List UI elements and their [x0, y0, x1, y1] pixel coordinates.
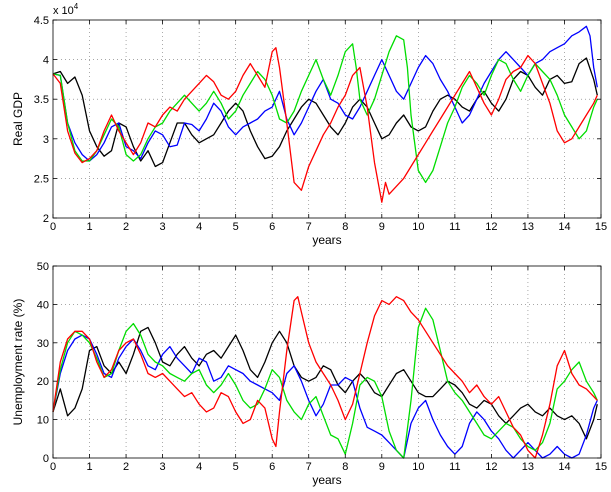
- gdp-series-line: [52, 57, 598, 168]
- gdp-xtick-label: 13: [522, 221, 534, 233]
- unemployment-xtick-label: 11: [449, 461, 460, 473]
- gdp-ytick-label: 3.5: [34, 94, 49, 106]
- gdp-ytick-label: 4: [43, 55, 49, 67]
- gdp-ytick-label: 3: [43, 134, 49, 146]
- unemployment-ytick-label: 20: [37, 376, 49, 388]
- unemployment-ylabel: Unemployment rate (%): [11, 299, 25, 426]
- unemployment-xtick-label: 6: [269, 461, 275, 473]
- unemployment-xtick-label: 5: [233, 461, 239, 473]
- gdp-xlabel: years: [312, 233, 341, 247]
- unemployment-xtick-label: 4: [196, 461, 202, 473]
- gdp-xtick-label: 12: [485, 221, 497, 233]
- unemployment-series-line: [52, 296, 598, 459]
- unemployment-xlabel: years: [312, 473, 341, 487]
- gdp-xtick-label: 7: [306, 221, 312, 233]
- unemployment-ytick-label: 40: [37, 299, 49, 311]
- gdp-xtick-label: 5: [233, 221, 239, 233]
- unemployment-plot-frame: [52, 265, 602, 459]
- gdp-xtick-label: 8: [342, 221, 348, 233]
- unemployment-xtick-label: 7: [306, 461, 312, 473]
- unemployment-ytick-label: 30: [37, 338, 49, 350]
- gdp-xtick-label: 3: [160, 221, 166, 233]
- unemployment-ytick-label: 50: [37, 261, 49, 273]
- gdp-series-line: [52, 35, 598, 184]
- gdp-xtick-label: 11: [449, 221, 460, 233]
- gdp-panel: 0 1 2 3 4 5 6 7 8 9 10 11 12 13 14 1522.533.544.5yearsR…: [11, 15, 607, 247]
- gdp-xtick-label: 10: [412, 221, 424, 233]
- unemployment-xtick-label: 2: [123, 461, 129, 473]
- gdp-xtick-label: 2: [123, 221, 129, 233]
- unemployment-ytick-label: 10: [37, 415, 49, 427]
- gdp-xtick-label: 6: [269, 221, 275, 233]
- gdp-xtick-label: 15: [595, 221, 607, 233]
- unemployment-xtick-label: 8: [342, 461, 348, 473]
- gdp-xtick-label: 1: [86, 221, 92, 233]
- unemployment-xtick-label: 12: [485, 461, 497, 473]
- gdp-xtick-label: 9: [379, 221, 385, 233]
- gdp-ytick-label: 2: [43, 213, 49, 225]
- gdp-ytick-label: 4.5: [34, 15, 49, 27]
- gdp-ylabel: Real GDP: [11, 92, 25, 146]
- unemployment-xtick-label: 1: [86, 461, 92, 473]
- unemployment-xtick-label: 10: [412, 461, 424, 473]
- unemployment-xtick-label: 14: [558, 461, 570, 473]
- gdp-ytick-label: 2.5: [34, 173, 49, 185]
- gdp-axis-multiplier: x 104: [53, 2, 79, 17]
- unemployment-ytick-label: 0: [43, 453, 49, 465]
- unemployment-xtick-label: 9: [379, 461, 385, 473]
- unemployment-series-line: [52, 307, 598, 459]
- unemployment-series-line: [52, 334, 598, 459]
- gdp-xtick-label: 14: [558, 221, 570, 233]
- gdp-xtick-label: 4: [196, 221, 202, 233]
- unemployment-xtick-label: 0: [50, 461, 56, 473]
- unemployment-xtick-label: 3: [160, 461, 166, 473]
- unemployment-panel: 0 1 2 3 4 5 6 7 8 9 10 11 12 13 14 1501020304050yearsUn…: [11, 261, 607, 487]
- gdp-series-line: [52, 25, 598, 162]
- unemployment-xtick-label: 15: [595, 461, 607, 473]
- gdp-series-line: [52, 47, 598, 203]
- gdp-plot-frame: [52, 19, 602, 219]
- gdp-xtick-label: 0: [50, 221, 56, 233]
- unemployment-xtick-label: 13: [522, 461, 534, 473]
